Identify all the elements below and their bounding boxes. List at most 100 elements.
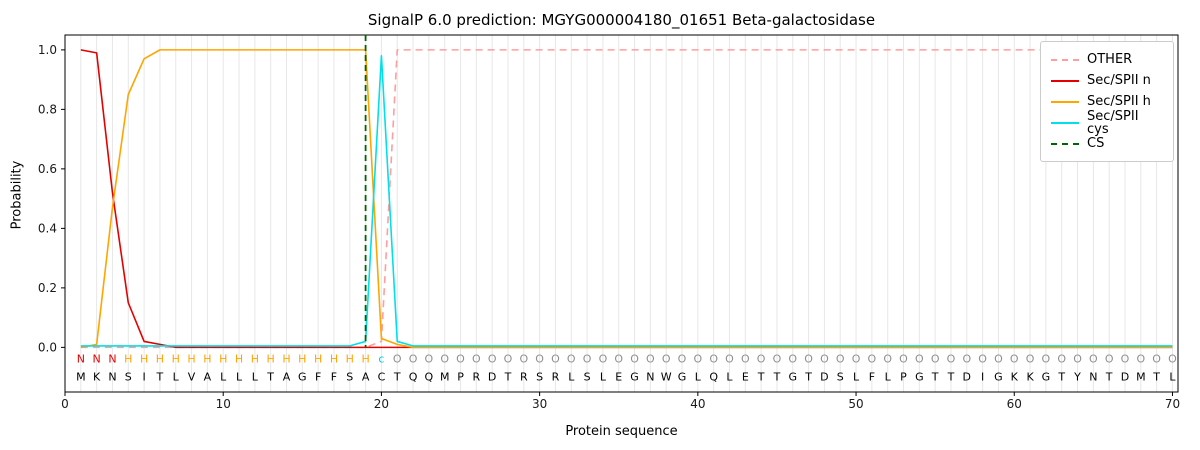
sequence-letter: D: [820, 371, 828, 384]
sequence-letter: L: [236, 371, 243, 384]
x-tick-label: 30: [532, 397, 547, 411]
sequence-letter: L: [252, 371, 259, 384]
legend-item-label: Sec/SPII cys: [1087, 108, 1139, 137]
annotation-letter: O: [519, 353, 528, 366]
annotation-letter: O: [1057, 353, 1066, 366]
legend-item-sec-spii-h: Sec/SPII h: [1051, 91, 1163, 112]
legend-line-sample: [1051, 58, 1079, 61]
legend-item-label: Sec/SPII h: [1087, 94, 1151, 109]
annotation-letter: O: [852, 353, 861, 366]
gridlines: [80, 35, 1173, 392]
sequence-letter: G: [915, 371, 924, 384]
y-tick-label: 0.8: [38, 102, 57, 116]
legend-item-label: Sec/SPII n: [1087, 73, 1151, 88]
series-line-sec-spii-n: [80, 49, 1173, 349]
annotation-letter: H: [314, 353, 322, 366]
annotation-letter: O: [630, 353, 639, 366]
annotation-letter: O: [504, 353, 513, 366]
annotation-letter: O: [1152, 353, 1161, 366]
x-tick-label: 10: [216, 397, 231, 411]
sequence-letter: W: [661, 371, 672, 384]
sequence-letter: G: [298, 371, 307, 384]
x-tick-label: 60: [1007, 397, 1022, 411]
sequence-letter: T: [931, 371, 939, 384]
legend-item-cs: CS: [1051, 133, 1163, 154]
annotation-letter: H: [156, 353, 164, 366]
annotation-letter: O: [1026, 353, 1035, 366]
x-tick-label: 40: [690, 397, 705, 411]
legend-line-sample: [1051, 142, 1079, 145]
sequence-letter: D: [963, 371, 971, 384]
annotation-letter: O: [614, 353, 623, 366]
series-line-sec-spii-h: [80, 49, 1173, 349]
sequence-letter: T: [804, 371, 812, 384]
legend-item-label: CS: [1087, 136, 1105, 151]
sequence-letter: T: [1152, 371, 1160, 384]
annotation-letter: H: [330, 353, 338, 366]
annotation-letter: O: [646, 353, 655, 366]
annotation-letter: H: [235, 353, 243, 366]
sequence-letter: S: [125, 371, 132, 384]
y-tick-label: 0.0: [38, 340, 57, 354]
series-line-sec-spii-cys: [80, 55, 1173, 347]
sequence-letter: P: [900, 371, 907, 384]
sequence-letter: G: [630, 371, 639, 384]
annotation-letter: O: [425, 353, 434, 366]
sequence-letter: T: [947, 371, 955, 384]
x-tick-label: 50: [848, 397, 863, 411]
annotation-letter: O: [915, 353, 924, 366]
sequence-letter: A: [283, 371, 291, 384]
sequence-letter: M: [76, 371, 86, 384]
sequence-letter: Y: [1073, 371, 1081, 384]
annotation-letter: H: [267, 353, 275, 366]
annotation-letter: O: [978, 353, 987, 366]
sequence-letter: R: [520, 371, 528, 384]
annotation-letter: O: [1105, 353, 1114, 366]
legend: OTHER Sec/SPII n Sec/SPII h Sec/SPII cys CS: [1040, 41, 1174, 162]
annotation-letter: H: [172, 353, 180, 366]
sequence-letter: L: [885, 371, 892, 384]
sequence-letter: C: [378, 371, 386, 384]
annotation-letter: H: [203, 353, 211, 366]
annotation-letter: O: [804, 353, 813, 366]
sequence-letter: L: [220, 371, 227, 384]
sequence-letter: T: [156, 371, 164, 384]
annotation-letter: O: [947, 353, 956, 366]
annotation-letter: O: [1042, 353, 1051, 366]
annotation-letter: O: [440, 353, 449, 366]
annotation-letter: H: [124, 353, 132, 366]
annotation-letter: c: [378, 353, 384, 366]
annotation-letter: O: [709, 353, 718, 366]
annotation-letter: O: [456, 353, 465, 366]
sequence-letter: R: [473, 371, 481, 384]
y-axis-ticks: 0.0 0.2 0.4 0.6 0.8 1.0: [38, 43, 65, 354]
sequence-letter: I: [981, 371, 984, 384]
sequence-letter: D: [488, 371, 496, 384]
annotation-letter: O: [1168, 353, 1177, 366]
sequence-letter: L: [726, 371, 733, 384]
sequence-letter: M: [1136, 371, 1146, 384]
sequence-letter: Q: [425, 371, 434, 384]
sequence-letter: I: [142, 371, 145, 384]
x-axis-label: Protein sequence: [565, 424, 678, 439]
annotation-letter: O: [931, 353, 940, 366]
annotation-letter: O: [599, 353, 608, 366]
sequence-letter: N: [646, 371, 654, 384]
axes-border: [64, 34, 1179, 393]
sequence-letter: G: [678, 371, 687, 384]
legend-item-sec-spii-cys: Sec/SPII cys: [1051, 108, 1163, 137]
annotation-letter: H: [187, 353, 195, 366]
annotation-letter: O: [535, 353, 544, 366]
annotation-letter: O: [693, 353, 702, 366]
sequence-letter: D: [1121, 371, 1129, 384]
sequence-letter: G: [788, 371, 797, 384]
sequence-letter: T: [393, 371, 401, 384]
x-tick-label: 20: [374, 397, 389, 411]
annotation-letter: O: [836, 353, 845, 366]
sequence-letter: L: [568, 371, 575, 384]
sequence-letter: V: [188, 371, 196, 384]
